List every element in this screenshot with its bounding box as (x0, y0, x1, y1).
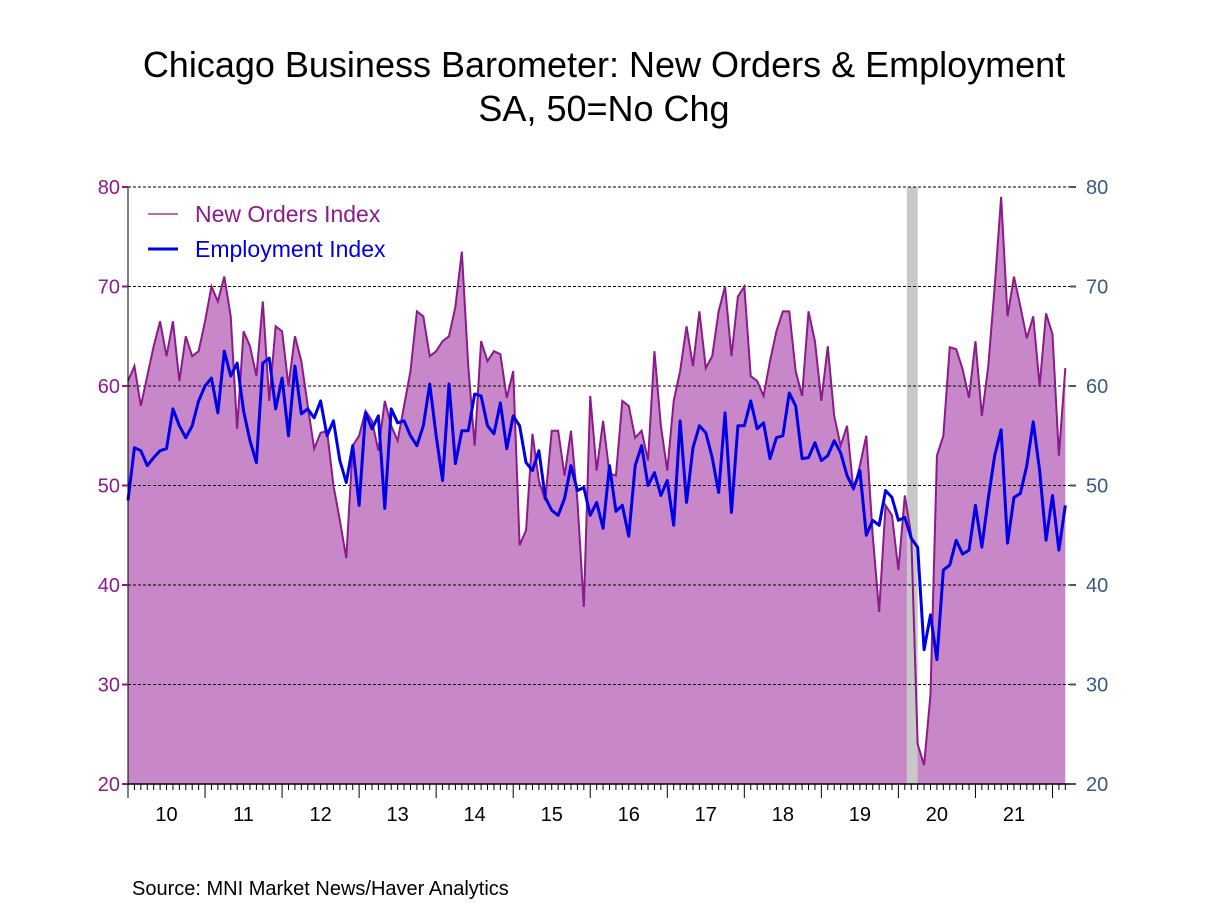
y-tick-label-right: 50 (1086, 476, 1108, 498)
source-note: Source: MNI Market News/Haver Analytics (132, 878, 509, 900)
y-tick-label-right: 80 (1086, 177, 1108, 199)
y-tick-label-right: 40 (1086, 575, 1108, 597)
legend: New Orders Index Employment Index (148, 201, 386, 262)
y-tick-label-left: 70 (98, 277, 120, 299)
y-tick-label-right: 70 (1086, 277, 1108, 299)
x-tick-label: 13 (387, 804, 409, 826)
x-tick-label: 17 (695, 804, 717, 826)
series-area-new-orders (128, 196, 1066, 784)
chart-title: Chicago Business Barometer: New Orders &… (143, 44, 1065, 85)
y-tick-label-left: 80 (98, 177, 120, 199)
y-tick-label-left: 20 (98, 774, 120, 796)
x-tick-label: 18 (772, 804, 794, 826)
x-tick-label: 15 (541, 804, 563, 826)
chart-subtitle: SA, 50=No Chg (478, 88, 729, 129)
x-tick-label: 16 (618, 804, 640, 826)
x-tick-label: 20 (926, 804, 948, 826)
legend-label-new-orders: New Orders Index (195, 201, 381, 227)
x-tick-label: 19 (849, 804, 871, 826)
x-tick-label: 14 (464, 804, 486, 826)
y-tick-label-left: 50 (98, 476, 120, 498)
y-tick-label-left: 60 (98, 376, 120, 398)
legend-label-employment: Employment Index (195, 236, 386, 262)
series-line-employment (126, 349, 1067, 662)
y-tick-label-left: 30 (98, 675, 120, 697)
x-tick-label: 12 (309, 804, 331, 826)
plot-area: 20 20 30 30 40 40 50 50 60 60 70 70 80 80 10 11 12 13 14 15… (98, 177, 1109, 826)
x-tick-label: 21 (1003, 804, 1025, 826)
y-tick-label-left: 40 (98, 575, 120, 597)
recession-shading (906, 187, 918, 784)
x-tick-label: 10 (155, 804, 177, 826)
y-tick-label-right: 60 (1086, 376, 1108, 398)
series-line-new-orders (127, 196, 1067, 766)
y-tick-label-right: 20 (1086, 774, 1108, 796)
y-tick-label-right: 30 (1086, 675, 1108, 697)
x-tick-label: 11 (233, 804, 254, 826)
